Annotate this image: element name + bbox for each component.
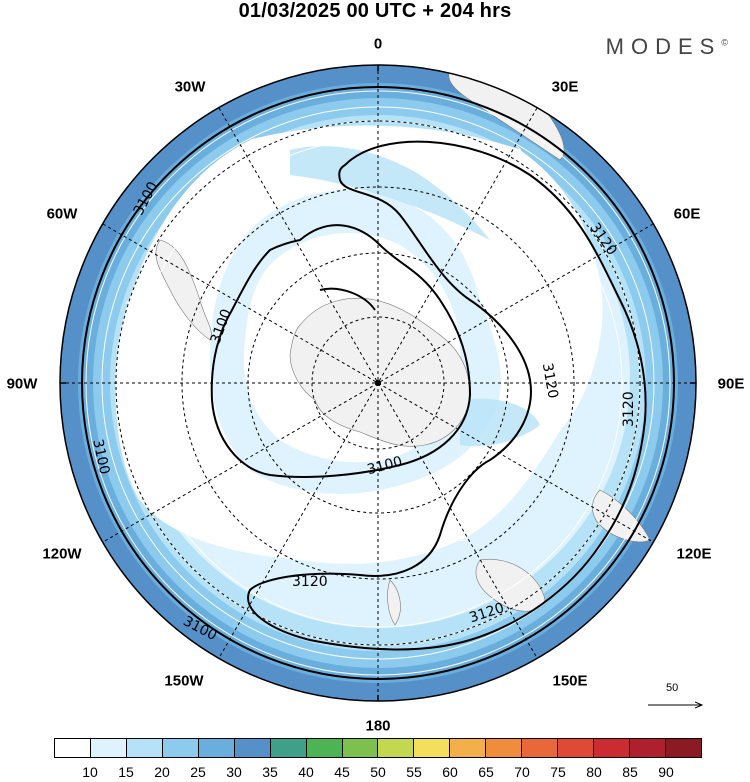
lon-label-120e: 120E	[676, 545, 712, 563]
map-title: 01/03/2025 00 UTC + 204 hrs	[238, 0, 512, 22]
boundary-ticks	[60, 65, 696, 701]
colorbar-segment	[414, 739, 451, 757]
jet-patch-2	[460, 398, 540, 447]
colorbar-tick-label: 45	[334, 764, 350, 780]
contour-3100-polar	[319, 287, 376, 311]
antarctica-land	[289, 297, 471, 447]
reference-arrow-icon	[648, 682, 706, 712]
lon-label-60w: 60W	[46, 205, 78, 223]
colorbar-segment	[378, 739, 415, 757]
brand-text: MODES	[605, 34, 722, 59]
colorbar-segment	[90, 739, 127, 757]
new-zealand-land	[387, 579, 401, 626]
colorbar-tick-label: 30	[226, 764, 242, 780]
colorbar-tick-label: 55	[406, 764, 422, 780]
colorbar-tick-label: 40	[298, 764, 314, 780]
colorbar-segment	[162, 739, 199, 757]
contour-label: 3120	[621, 391, 637, 427]
colorbar-segment	[306, 739, 343, 757]
contour-label: 3120	[292, 574, 328, 590]
colorbar-segment	[594, 739, 630, 757]
lon-label-60e: 60E	[673, 205, 701, 223]
colorbar-tick-label: 15	[118, 764, 134, 780]
colorbar-tick-label: 80	[586, 764, 602, 780]
colorbar-segment	[630, 739, 666, 757]
colorbar-segment	[270, 739, 307, 757]
colorbar-segment	[234, 739, 271, 757]
contour-label: 3100	[89, 438, 112, 476]
colorbar-tick-label: 90	[658, 764, 674, 780]
colorbar-segment	[342, 739, 379, 757]
lon-label-0: 0	[373, 35, 383, 53]
colorbar-tick-label: 85	[622, 764, 638, 780]
contour-label: 3120	[539, 362, 561, 400]
south-america-land	[155, 239, 212, 341]
reference-vector: 50	[646, 682, 706, 712]
colorbar-segment	[558, 739, 595, 757]
colorbar-tick-label: 65	[478, 764, 494, 780]
contour-3100-inner	[210, 224, 472, 478]
reference-vector-label: 50	[666, 682, 679, 694]
colorbar-tick-label: 75	[550, 764, 566, 780]
colorbar-tick-label: 60	[442, 764, 458, 780]
colorbar-segment	[55, 739, 91, 757]
contour-3120	[247, 140, 647, 651]
colorbar-segment	[522, 739, 559, 757]
south-pole-marker	[375, 380, 381, 386]
colorbar-tick-label: 25	[190, 764, 206, 780]
colorbar-segment	[665, 739, 701, 757]
contour-3100-outer	[81, 86, 675, 680]
colorbar-segment	[486, 739, 523, 757]
lon-label-90w: 90W	[6, 375, 38, 393]
height-contours	[81, 86, 675, 680]
colorbar-tick-label: 35	[262, 764, 278, 780]
colorbar-segment	[450, 739, 487, 757]
colorbar-tick-label: 50	[370, 764, 386, 780]
colorbar-segment	[126, 739, 163, 757]
colorbar-tick-label: 70	[514, 764, 530, 780]
lon-label-180: 180	[365, 717, 391, 735]
lon-label-150e: 150E	[552, 672, 588, 690]
lon-label-150w: 150W	[164, 672, 204, 690]
colorbar-segment	[198, 739, 235, 757]
lon-label-30w: 30W	[174, 78, 206, 96]
lon-label-30e: 30E	[551, 78, 579, 96]
colorbar-tick-label: 10	[82, 764, 98, 780]
brand-mark: ©	[721, 37, 728, 48]
modes-logo: MODES©	[606, 34, 728, 60]
colorbar-tick-label: 20	[154, 764, 170, 780]
lon-label-120w: 120W	[42, 545, 82, 563]
lon-label-90e: 90E	[717, 375, 745, 393]
wind-speed-colorbar	[54, 738, 702, 758]
